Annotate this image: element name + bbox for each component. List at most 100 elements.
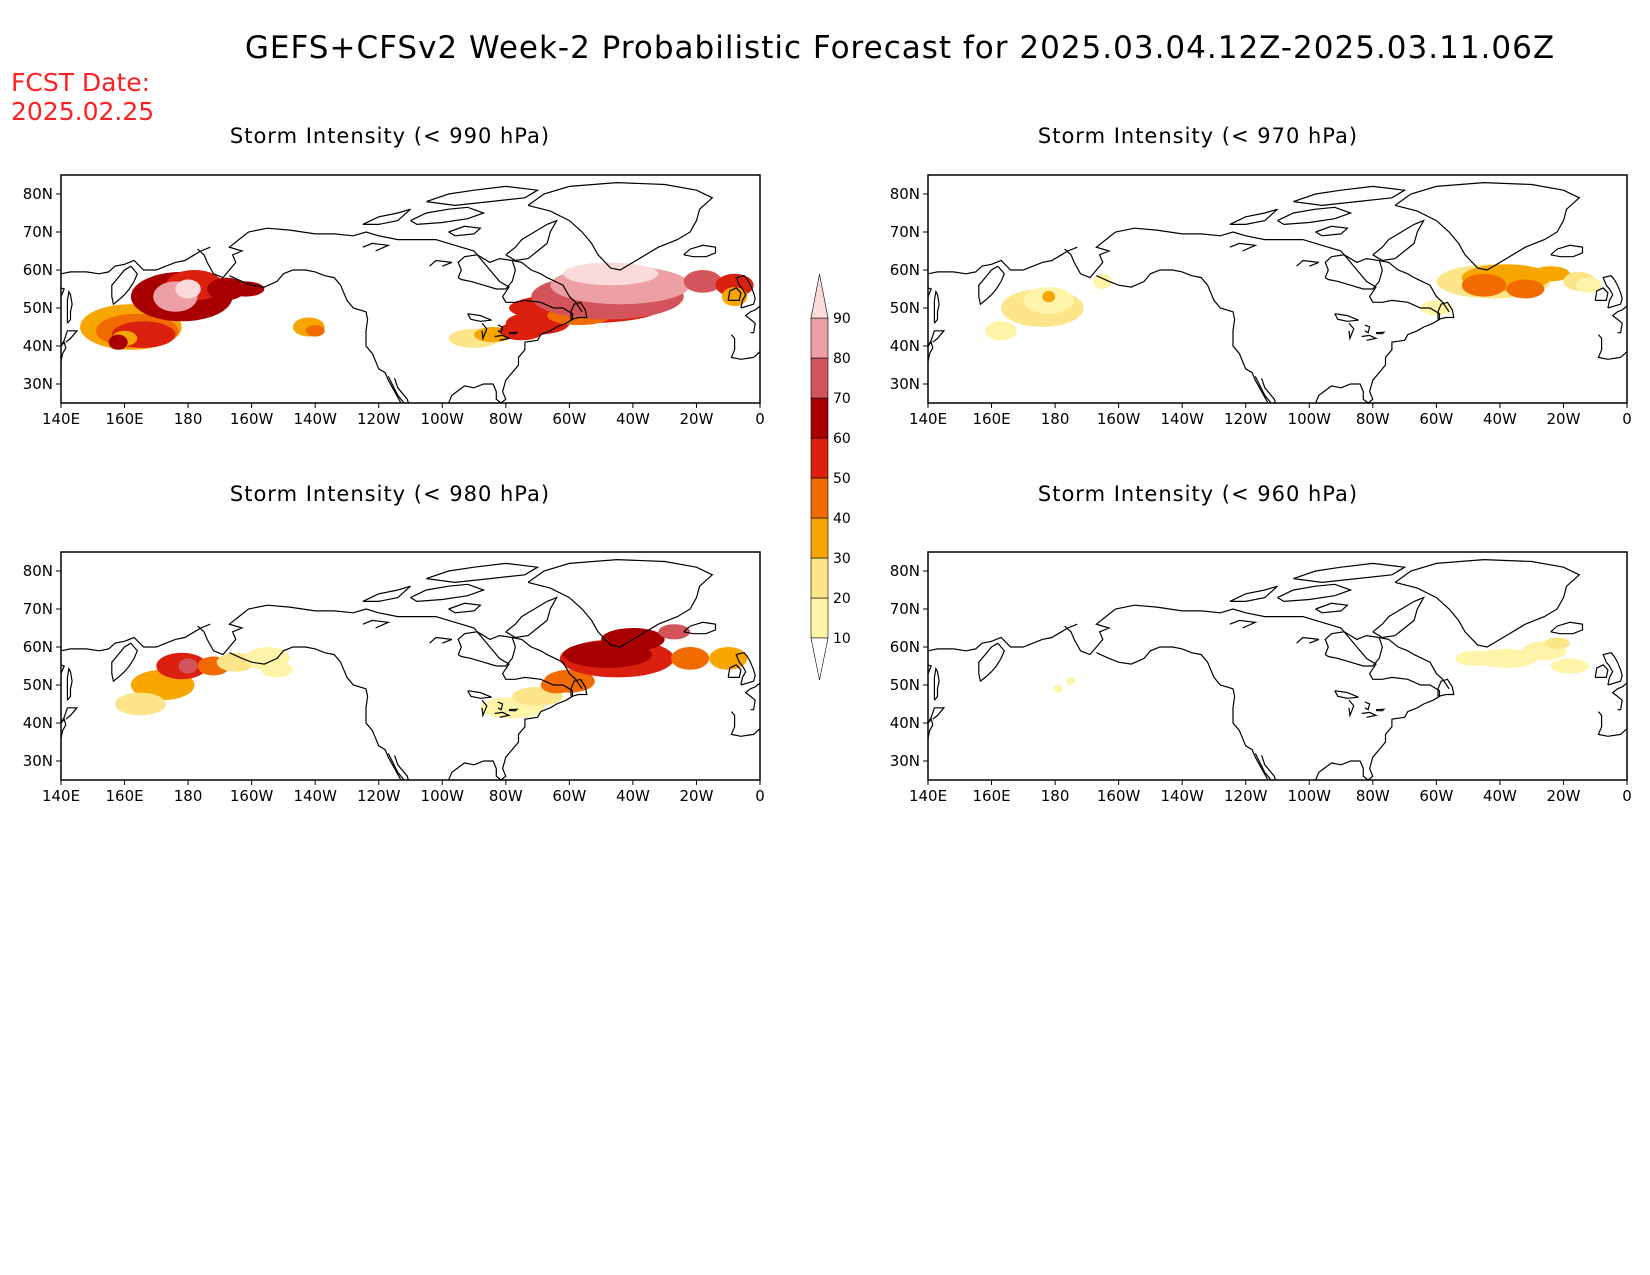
lat-tick-label: 50N [23,676,53,694]
lat-tick-label: 70N [23,223,53,241]
colorbar-swatch [810,273,829,319]
lon-tick-label: 140W [293,787,337,805]
colorbar-swatch [810,517,829,559]
lon-tick-label: 180 [174,787,203,805]
lat-tick-label: 60N [890,638,920,656]
probability-cell [1576,277,1602,293]
lon-tick-label: 0 [755,787,765,805]
lon-tick-label: 60W [1419,410,1453,428]
colorbar-label: 70 [833,391,851,407]
lon-tick-label: 60W [552,787,586,805]
colorbar-swatch [810,397,829,439]
lat-tick-label: 60N [890,261,920,279]
colorbar-label: 30 [833,551,851,567]
probability-cell [1461,273,1507,297]
probability-cell [305,325,325,337]
forecast-date-label: FCST Date: [11,68,151,97]
map-panel-990: 80N 70N 60N 50N 40N 30N 140E 160E 180 160W 140W 120… [23,174,765,428]
map-panel-980: 80N 70N 60N 50N 40N 30N 140E 160E 180 160W 140W 120… [23,551,765,805]
lat-tick-label: 60N [23,261,53,279]
probability-field [80,262,754,350]
lon-tick-label: 0 [1622,787,1632,805]
map-frame [60,551,761,781]
lon-tick-label: 120W [1224,787,1268,805]
lon-tick-label: 140E [909,410,947,428]
forecast-date: FCST Date: 2025.02.25 [11,68,154,126]
panel-title-980: Storm Intensity (< 980 hPa) [229,482,551,506]
lon-tick-label: 0 [755,410,765,428]
probability-cell [1066,677,1076,685]
lat-tick-label: 70N [890,600,920,618]
lon-tick-label: 140W [293,410,337,428]
colorbar-swatch [810,357,829,399]
lon-tick-label: 180 [174,410,203,428]
probability-cell [175,279,201,299]
lat-tick-label: 40N [23,337,53,355]
lat-tick-label: 40N [23,714,53,732]
lon-tick-label: 20W [679,787,713,805]
map-frame [927,174,1628,404]
map-panel-970: 80N 70N 60N 50N 40N 30N 140E 160E 180 160W 140W 120… [890,174,1632,428]
lon-tick-label: 40W [616,410,650,428]
lon-tick-label: 40W [1483,410,1517,428]
probability-cell [658,624,691,640]
colorbar: 10 20 30 40 50 60 70 80 90 [810,273,851,681]
lon-tick-label: 160E [972,787,1010,805]
probability-cell [709,647,748,670]
probability-cell [216,652,255,672]
probability-cell [1531,266,1570,282]
lon-tick-label: 100W [421,410,465,428]
probability-cell [721,287,748,307]
lon-tick-label: 20W [1546,787,1580,805]
colorbar-swatch [810,437,829,479]
colorbar-label: 50 [833,471,851,487]
coastline [61,181,760,403]
lat-tick-label: 40N [890,714,920,732]
lon-tick-label: 180 [1041,410,1070,428]
lat-tick-label: 50N [890,676,920,694]
probability-cell [543,669,595,693]
lat-tick-label: 40N [890,337,920,355]
probability-cell [985,321,1017,341]
lat-tick-label: 50N [890,299,920,317]
colorbar-swatch [810,477,829,519]
probability-cell [261,662,293,678]
probability-cell [1506,279,1545,299]
lon-tick-label: 140E [42,410,80,428]
colorbar-label: 80 [833,351,851,367]
lon-tick-label: 80W [489,787,523,805]
lon-tick-label: 120W [357,787,401,805]
lon-tick-label: 60W [1419,787,1453,805]
lon-tick-label: 180 [1041,787,1070,805]
lat-tick-label: 30N [890,752,920,770]
probability-cell [1093,273,1113,289]
probability-field [985,264,1602,341]
probability-field [1053,637,1589,693]
lat-tick-label: 30N [890,375,920,393]
lat-tick-label: 80N [23,562,53,580]
lat-tick-label: 30N [23,375,53,393]
lon-tick-label: 100W [1288,787,1332,805]
lon-tick-label: 140E [909,787,947,805]
colorbar-swatch [810,317,829,359]
lon-tick-label: 120W [357,410,401,428]
lon-tick-label: 40W [616,787,650,805]
probability-cell [563,262,659,286]
lat-tick-label: 80N [890,562,920,580]
probability-cell [115,692,166,716]
panel-title-990: Storm Intensity (< 990 hPa) [229,124,551,148]
probability-cell [1544,637,1570,649]
lon-tick-label: 120W [1224,410,1268,428]
probability-cell [226,281,265,297]
lon-tick-label: 100W [421,787,465,805]
lon-tick-label: 160W [1097,787,1141,805]
colorbar-label: 20 [833,591,851,607]
lon-tick-label: 160E [105,787,143,805]
lon-tick-label: 160W [230,787,274,805]
probability-cell [1042,290,1056,303]
probability-field [115,624,748,719]
lon-tick-label: 140W [1160,410,1204,428]
probability-cell [1053,685,1064,693]
lon-tick-label: 40W [1483,787,1517,805]
